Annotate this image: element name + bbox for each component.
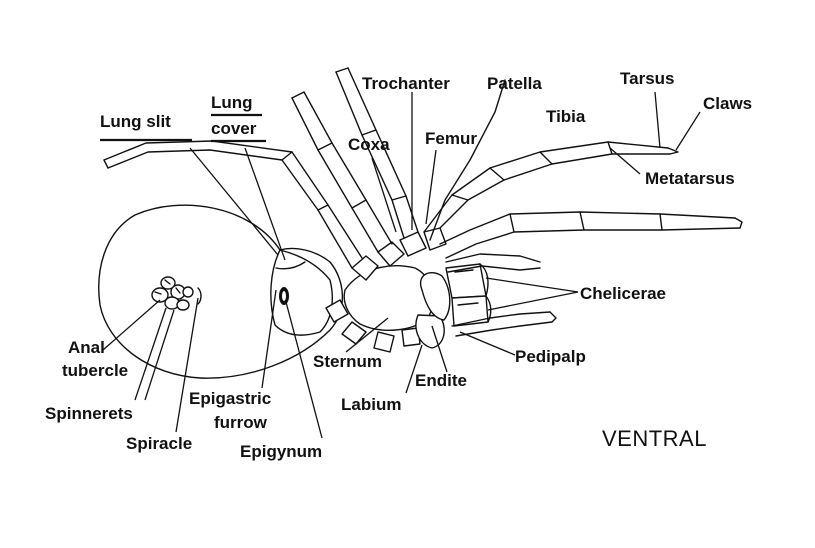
label-labium: Labium <box>341 395 401 414</box>
label-spinnerets: Spinnerets <box>45 404 133 423</box>
label-tibia: Tibia <box>546 107 586 126</box>
label-epigastric-furrow-line1: Epigastric <box>189 389 271 408</box>
diagram-title: VENTRAL <box>602 426 707 451</box>
label-claws: Claws <box>703 94 752 113</box>
label-coxa: Coxa <box>348 135 390 154</box>
legs <box>103 67 743 337</box>
label-spiracle: Spiracle <box>126 434 192 453</box>
label-epigastric-furrow-line2: furrow <box>214 413 268 432</box>
label-patella: Patella <box>487 74 542 93</box>
abdomen <box>98 204 344 379</box>
labels: Lung slit Lung cover Trochanter Patella … <box>45 69 752 461</box>
label-epigynum: Epigynum <box>240 442 322 461</box>
lung-cover <box>270 249 333 336</box>
spider-illustration <box>98 67 743 379</box>
label-pedipalp: Pedipalp <box>515 347 586 366</box>
label-chelicerae: Chelicerae <box>580 284 666 303</box>
label-anal-tubercle-line1: Anal <box>68 338 105 357</box>
label-metatarsus: Metatarsus <box>645 169 735 188</box>
label-femur: Femur <box>425 129 477 148</box>
coxae <box>325 227 447 353</box>
label-sternum: Sternum <box>313 352 382 371</box>
label-lung-cover-line1: Lung <box>211 93 253 112</box>
label-lung-cover-line2: cover <box>211 119 257 138</box>
label-endite: Endite <box>415 371 467 390</box>
epigastric-furrow <box>275 261 306 270</box>
spiracle <box>197 287 202 305</box>
label-lung-slit: Lung slit <box>100 112 171 131</box>
leader-lines <box>102 91 701 439</box>
label-trochanter: Trochanter <box>362 74 450 93</box>
endite <box>419 272 451 321</box>
label-tarsus: Tarsus <box>620 69 675 88</box>
spinnerets <box>151 276 194 311</box>
chelicerae-drawing <box>445 263 492 327</box>
label-anal-tubercle-line2: tubercle <box>62 361 128 380</box>
